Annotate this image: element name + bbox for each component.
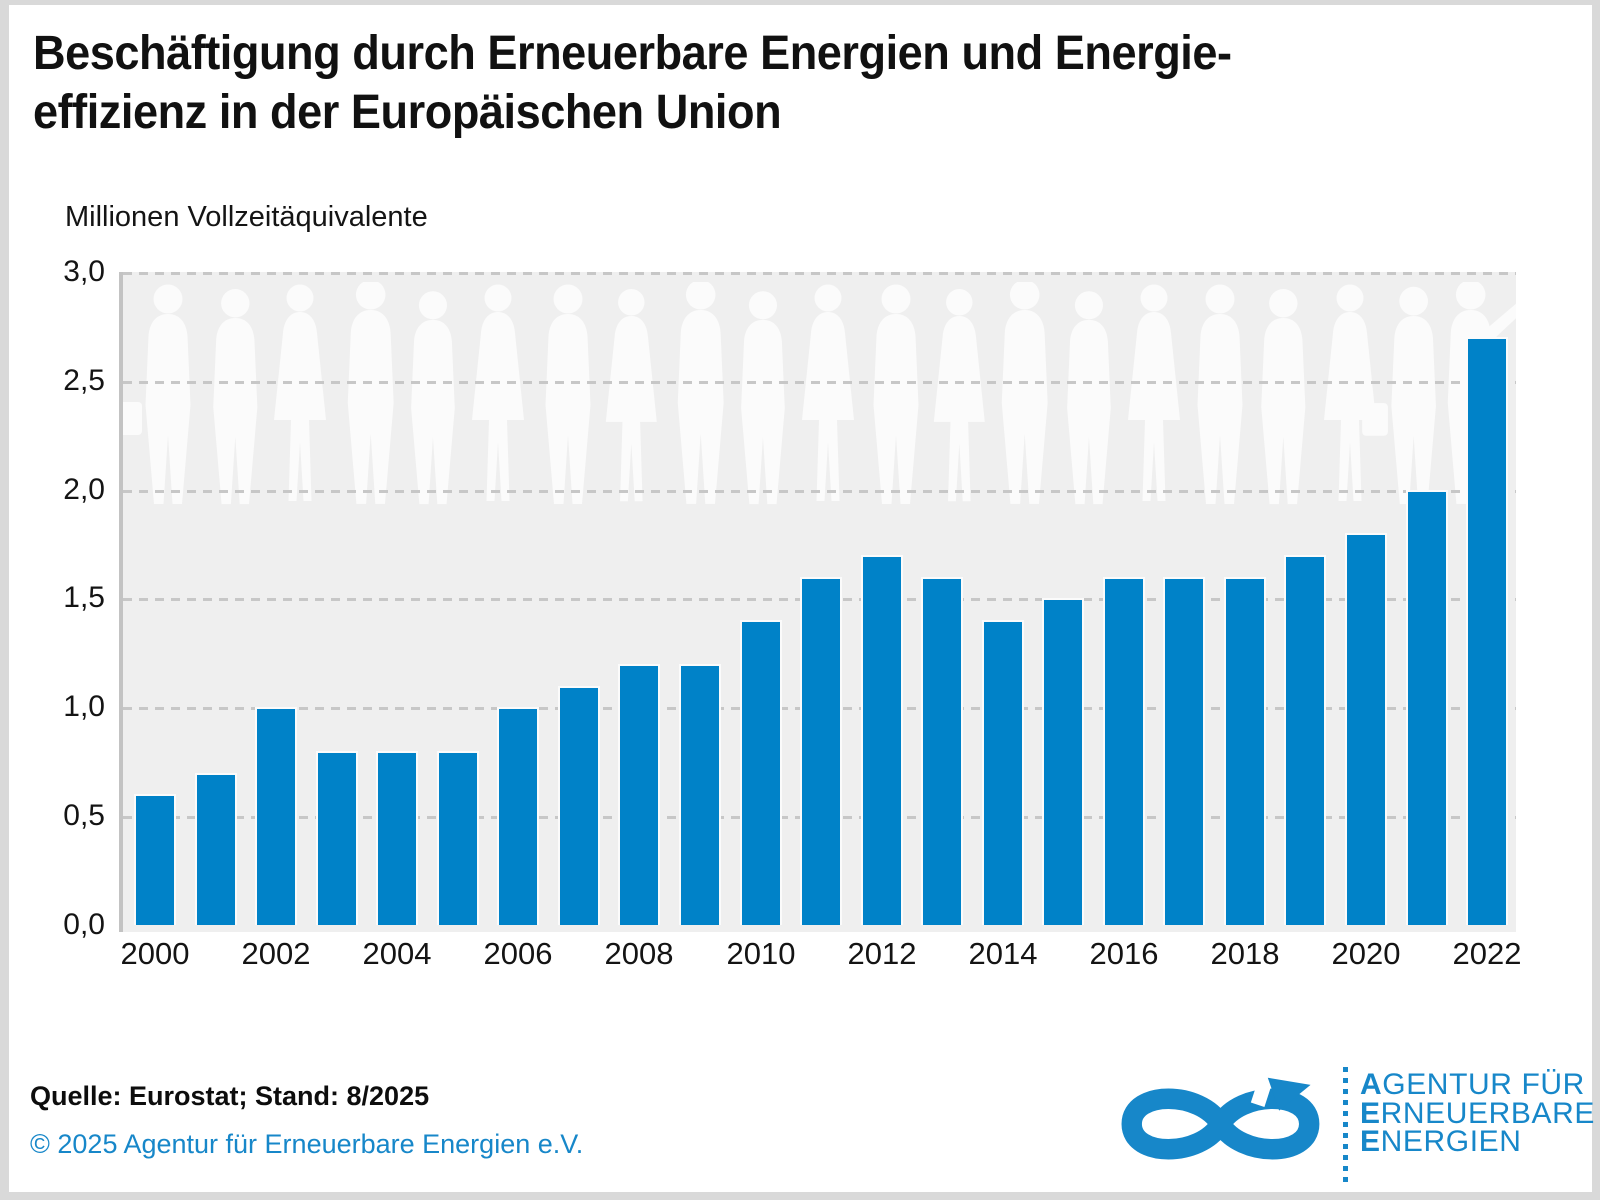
- bar-2021: [1406, 490, 1448, 925]
- bar-2013: [921, 577, 963, 925]
- chart-card: Beschäftigung durch Erneuerbare Energien…: [9, 5, 1594, 1195]
- logo-dotted-divider: [1343, 1067, 1348, 1183]
- gridline: [123, 490, 1516, 493]
- x-tick-label: 2016: [1089, 936, 1159, 971]
- bar-2020: [1345, 533, 1387, 925]
- person-silhouette: [677, 282, 724, 504]
- y-tick-label: 0,0: [63, 908, 105, 941]
- bar-2014: [982, 620, 1024, 925]
- y-tick-label: 3,0: [63, 255, 105, 288]
- bar-2012: [861, 555, 903, 925]
- person-silhouette: [411, 291, 455, 505]
- bar-2003: [316, 751, 358, 925]
- logo-line-2: ERNEUERBARE: [1360, 1096, 1595, 1130]
- y-tick-label: 2,5: [63, 364, 105, 397]
- person-silhouette: [213, 289, 258, 505]
- x-tick-label: 2002: [241, 936, 311, 971]
- bar-2015: [1042, 598, 1084, 925]
- logo-line-3: ENERGIEN: [1360, 1125, 1522, 1158]
- person-silhouette: [347, 282, 394, 504]
- logo-line-1: AGENTUR FÜR: [1360, 1068, 1585, 1101]
- bar-2022: [1466, 337, 1508, 925]
- person-silhouette: [1067, 291, 1111, 505]
- x-tick-label: 2018: [1210, 936, 1280, 971]
- bar-2006: [497, 707, 539, 925]
- aee-logo: AGENTUR FÜR ERNEUERBARE ENERGIEN: [1105, 1055, 1594, 1195]
- x-tick-label: 2020: [1331, 936, 1401, 971]
- person-silhouette: [741, 291, 785, 505]
- y-tick-label: 0,5: [63, 799, 105, 832]
- title-line-1: Beschäftigung durch Erneuerbare Energien…: [33, 27, 1232, 80]
- x-tick-label: 2010: [726, 936, 796, 971]
- plot-area: [123, 272, 1516, 932]
- bar-2000: [134, 794, 176, 925]
- gridline: [123, 272, 1516, 275]
- y-tick-label: 2,0: [63, 473, 105, 506]
- person-silhouette: [1197, 284, 1243, 504]
- gridline: [123, 381, 1516, 384]
- y-axis-line: [119, 272, 123, 932]
- x-tick-label: 2014: [968, 936, 1038, 971]
- footer-copyright: © 2025 Agentur für Erneuerbare Energien …: [30, 1129, 584, 1159]
- person-silhouette: [1001, 282, 1048, 504]
- person-silhouette: [933, 289, 985, 502]
- axis-unit-label: Millionen Vollzeitäquivalente: [65, 201, 428, 233]
- y-tick-label: 1,5: [63, 581, 105, 614]
- bar-2017: [1163, 577, 1205, 925]
- footer-source: Quelle: Eurostat; Stand: 8/2025: [30, 1081, 430, 1111]
- person-silhouette: [1324, 284, 1376, 501]
- bar-2010: [740, 620, 782, 925]
- logo-wordmark: AGENTUR FÜR ERNEUERBARE ENERGIEN: [1360, 1068, 1595, 1158]
- page-title: Beschäftigung durch Erneuerbare Energien…: [33, 24, 1232, 142]
- person-silhouette: [472, 284, 524, 501]
- bar-2019: [1284, 555, 1326, 925]
- person-silhouette: [545, 284, 591, 504]
- x-tick-label: 2012: [847, 936, 917, 971]
- y-tick-label: 1,0: [63, 690, 105, 723]
- bar-2011: [800, 577, 842, 925]
- bar-2002: [255, 707, 297, 925]
- bar-2005: [437, 751, 479, 925]
- x-tick-label: 2006: [483, 936, 553, 971]
- x-tick-label: 2000: [120, 936, 190, 971]
- person-silhouette: [1261, 289, 1306, 505]
- bar-2018: [1224, 577, 1266, 925]
- person-silhouette: [274, 284, 326, 501]
- person-silhouette: [123, 285, 191, 505]
- person-silhouette: [605, 289, 657, 502]
- bar-2004: [376, 751, 418, 925]
- bar-2001: [195, 773, 237, 925]
- bar-2007: [558, 686, 600, 925]
- person-silhouette: [1128, 284, 1180, 501]
- bar-2009: [679, 664, 721, 925]
- person-silhouette: [802, 284, 854, 501]
- x-tick-label: 2022: [1452, 936, 1522, 971]
- infinity-arrow-icon: [1121, 1073, 1320, 1160]
- y-axis: 0,0 0,5 1,0 1,5 2,0 2,5 3,0: [9, 5, 105, 1005]
- x-axis: 2000 2002 2004 2006 2008 2010 2012 2014 2016 2018…: [120, 936, 1522, 978]
- bar-2008: [618, 664, 660, 925]
- person-silhouette: [873, 284, 919, 504]
- bar-2016: [1103, 577, 1145, 925]
- people-silhouettes-graphic: [123, 282, 1516, 505]
- x-tick-label: 2008: [604, 936, 674, 971]
- title-line-2: effizienz in der Europäischen Union: [33, 86, 782, 139]
- x-tick-label: 2004: [362, 936, 432, 971]
